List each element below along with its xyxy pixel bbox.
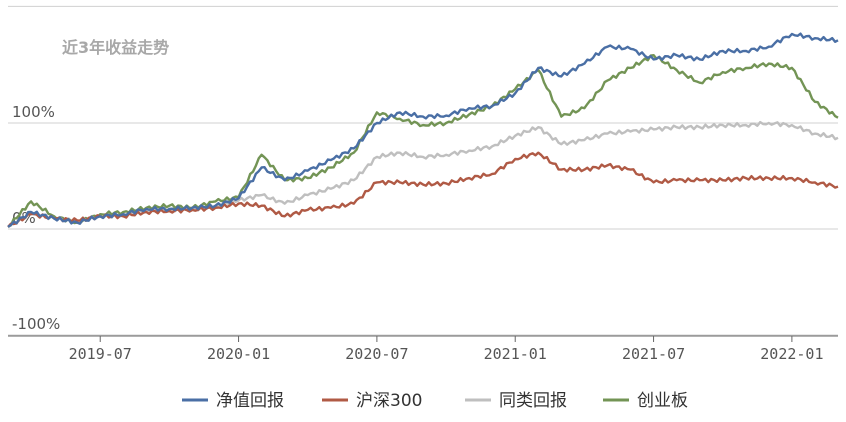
x-tick-label: 2021-01 xyxy=(484,345,547,363)
legend-item[interactable]: 净值回报 xyxy=(182,391,284,411)
x-axis: 2019-07 2020-01 2020-07 2021-01 2021-07 2022-… xyxy=(8,335,838,363)
legend-item[interactable]: 同类回报 xyxy=(465,391,567,411)
y-tick-label: -100% xyxy=(12,315,60,333)
x-tick-label: 2022-01 xyxy=(760,345,823,363)
legend-label: 创业板 xyxy=(637,391,688,411)
series-line xyxy=(7,151,839,228)
legend-label: 净值回报 xyxy=(216,391,284,411)
legend-item[interactable]: 创业板 xyxy=(603,391,688,411)
x-tick-label: 2019-07 xyxy=(69,345,132,363)
series-line xyxy=(7,54,839,228)
legend-item[interactable]: 沪深300 xyxy=(322,391,422,411)
legend-label: 沪深300 xyxy=(356,391,422,411)
grid xyxy=(8,5,838,336)
x-tick-label: 2021-07 xyxy=(622,345,685,363)
x-tick-label: 2020-07 xyxy=(345,345,408,363)
legend[interactable]: 净值回报 沪深300 同类回报 创业板 xyxy=(182,391,688,411)
chart-title: 近3年收益走势 xyxy=(62,38,169,57)
series-line xyxy=(7,32,839,228)
y-tick-label: 100% xyxy=(12,103,55,121)
x-tick-label: 2020-01 xyxy=(207,345,270,363)
legend-label: 同类回报 xyxy=(499,391,567,411)
series-group xyxy=(7,32,839,228)
